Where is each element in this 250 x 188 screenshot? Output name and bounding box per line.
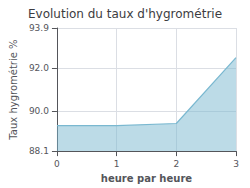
svg-text:Evolution du taux d'hygrométri: Evolution du taux d'hygrométrie	[28, 7, 222, 21]
svg-text:93.9: 93.9	[29, 23, 49, 33]
svg-text:92.0: 92.0	[29, 63, 49, 73]
svg-text:0: 0	[54, 159, 60, 169]
svg-text:1: 1	[114, 159, 120, 169]
svg-text:heure par heure: heure par heure	[101, 173, 192, 184]
svg-text:Taux hygrométrie %: Taux hygrométrie %	[8, 39, 19, 140]
svg-text:88.1: 88.1	[29, 146, 49, 156]
svg-text:90.0: 90.0	[29, 106, 49, 116]
svg-text:3: 3	[233, 159, 239, 169]
svg-text:2: 2	[173, 159, 179, 169]
